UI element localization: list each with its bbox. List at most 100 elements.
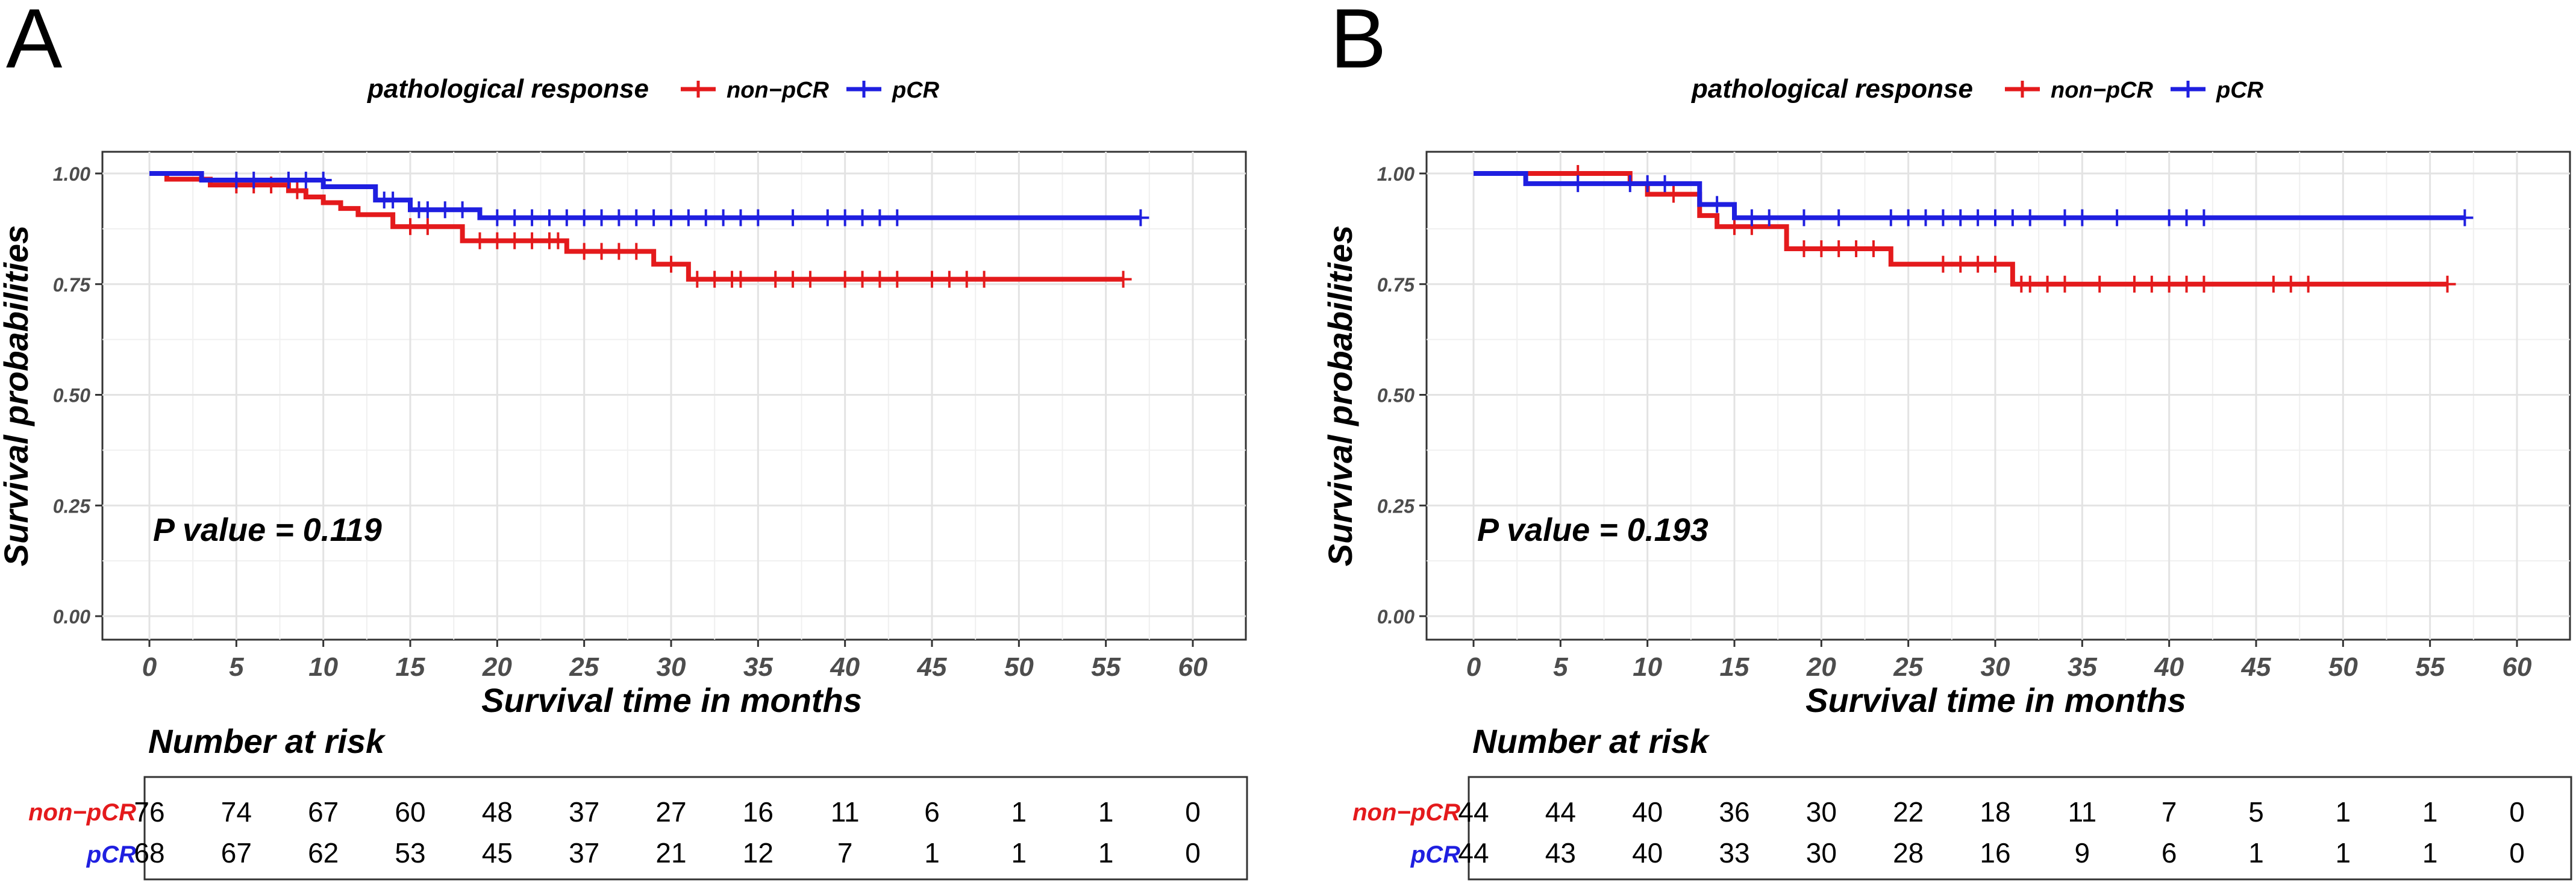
y-tick-label: 0.25 — [1377, 495, 1415, 517]
risk-cell: 6 — [2162, 837, 2177, 869]
risk-cell: 43 — [1545, 837, 1576, 869]
x-tick-label: 15 — [1720, 652, 1749, 682]
risk-cell: 62 — [308, 837, 339, 869]
panel-label: B — [1330, 0, 1386, 86]
x-tick-label: 15 — [396, 652, 425, 682]
x-tick-label: 50 — [2328, 652, 2358, 682]
x-tick-label: 45 — [917, 652, 947, 682]
risk-cell: 1 — [2248, 837, 2264, 869]
risk-cell: 9 — [2075, 837, 2090, 869]
legend-label-0: non−pCR — [2051, 78, 2153, 103]
y-tick-label: 0.50 — [1377, 385, 1415, 407]
panel-label: A — [6, 0, 63, 86]
risk-cell: 22 — [1893, 796, 1924, 828]
x-axis-title: Survival time in months — [1805, 681, 2186, 719]
risk-table-frame — [143, 776, 1248, 881]
legend-title: pathological response — [1691, 74, 1973, 104]
y-tick-label: 0.25 — [53, 495, 91, 517]
risk-cell: 18 — [1980, 796, 2010, 828]
x-tick-label: 25 — [569, 652, 599, 682]
x-tick-label: 40 — [830, 652, 860, 682]
risk-cell: 67 — [221, 837, 252, 869]
risk-cell: 5 — [2248, 796, 2264, 828]
risk-cell: 12 — [743, 837, 774, 869]
risk-cell: 1 — [1098, 796, 1114, 828]
risk-cell: 21 — [655, 837, 686, 869]
survival-curve-pcr — [149, 171, 1141, 220]
risk-cell: 37 — [569, 837, 599, 869]
y-tick-label: 0.75 — [53, 274, 91, 296]
x-tick-label: 30 — [1981, 652, 2010, 682]
risk-cell: 7 — [837, 837, 853, 869]
y-tick-label: 0.00 — [53, 606, 90, 628]
x-tick-label: 35 — [743, 652, 773, 682]
x-tick-label: 55 — [2415, 652, 2445, 682]
risk-cell: 67 — [308, 796, 339, 828]
x-tick-label: 10 — [308, 652, 338, 682]
x-tick-label: 20 — [1806, 652, 1836, 682]
x-tick-label: 45 — [2241, 652, 2271, 682]
risk-cell: 68 — [134, 837, 164, 869]
risk-cell: 40 — [1632, 837, 1663, 869]
y-tick-label: 0.50 — [53, 385, 90, 407]
risk-cell: 1 — [924, 837, 940, 869]
risk-cell: 44 — [1458, 837, 1489, 869]
x-tick-label: 60 — [2503, 652, 2532, 682]
risk-cell: 1 — [2422, 837, 2438, 869]
risk-cell: 40 — [1632, 796, 1663, 828]
risk-cell: 1 — [2336, 796, 2351, 828]
p-value: P value = 0.193 — [1477, 512, 1708, 548]
risk-cell: 48 — [482, 796, 513, 828]
risk-row-label: non−pCR — [1352, 799, 1460, 826]
risk-cell: 0 — [1185, 837, 1201, 869]
legend-label-1: pCR — [2216, 78, 2264, 103]
risk-cell: 44 — [1458, 796, 1489, 828]
risk-cell: 37 — [569, 796, 599, 828]
x-tick-label: 30 — [657, 652, 686, 682]
risk-cell: 33 — [1719, 837, 1749, 869]
y-tick-label: 1.00 — [1377, 163, 1415, 185]
y-tick-label: 0.75 — [1377, 274, 1415, 296]
risk-cell: 16 — [1980, 837, 2010, 869]
x-tick-label: 55 — [1091, 652, 1121, 682]
risk-cell: 30 — [1806, 796, 1837, 828]
risk-cell: 16 — [743, 796, 774, 828]
x-axis-title: Survival time in months — [481, 681, 862, 719]
x-tick-label: 0 — [1466, 652, 1481, 682]
p-value: P value = 0.119 — [153, 512, 382, 548]
risk-cell: 27 — [655, 796, 686, 828]
risk-cell: 28 — [1893, 837, 1924, 869]
legend-title: pathological response — [367, 74, 649, 104]
risk-cell: 1 — [1011, 796, 1027, 828]
risk-row-label: pCR — [1410, 841, 1460, 868]
risk-table-frame — [1468, 776, 2572, 881]
x-tick-label: 40 — [2154, 652, 2184, 682]
risk-cell: 53 — [395, 837, 425, 869]
risk-cell: 1 — [2336, 837, 2351, 869]
x-tick-label: 0 — [142, 652, 157, 682]
y-tick-label: 1.00 — [53, 163, 90, 185]
risk-table-title: Number at risk — [148, 722, 386, 760]
risk-cell: 11 — [2068, 796, 2096, 828]
y-axis-title: Survival probabilities — [0, 225, 35, 566]
risk-cell: 1 — [1011, 837, 1027, 869]
risk-cell: 0 — [2509, 837, 2525, 869]
risk-cell: 36 — [1719, 796, 1749, 828]
risk-cell: 7 — [2162, 796, 2177, 828]
risk-cell: 45 — [482, 837, 513, 869]
risk-cell: 6 — [924, 796, 940, 828]
risk-cell: 1 — [1098, 837, 1114, 869]
risk-cell: 60 — [395, 796, 425, 828]
risk-cell: 1 — [2422, 796, 2438, 828]
legend-label-0: non−pCR — [727, 78, 829, 103]
risk-cell: 0 — [2509, 796, 2525, 828]
risk-cell: 74 — [221, 796, 252, 828]
y-axis-title: Survival probabilities — [1321, 225, 1359, 566]
x-tick-label: 60 — [1178, 652, 1208, 682]
risk-cell: 76 — [134, 796, 164, 828]
risk-cell: 44 — [1545, 796, 1576, 828]
risk-cell: 30 — [1806, 837, 1837, 869]
x-tick-label: 50 — [1004, 652, 1034, 682]
risk-row-label: non−pCR — [28, 799, 136, 826]
